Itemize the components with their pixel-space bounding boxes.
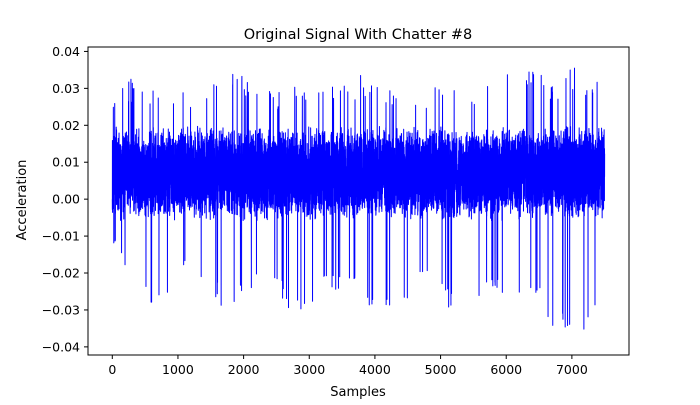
x-tick-label: 3000 xyxy=(293,362,325,377)
y-tick-label: 0.01 xyxy=(52,155,80,170)
y-tick-label: −0.03 xyxy=(42,302,80,317)
y-tick-label: −0.02 xyxy=(42,266,80,281)
x-tick-label: 0 xyxy=(108,362,116,377)
x-tick-label: 7000 xyxy=(556,362,588,377)
y-tick-label: 0.02 xyxy=(52,118,80,133)
signal-line-series-0 xyxy=(111,67,606,330)
y-tick-label: −0.01 xyxy=(42,229,80,244)
x-tick-label: 6000 xyxy=(490,362,522,377)
y-tick-label: −0.04 xyxy=(42,339,80,354)
y-tick-label: 0.04 xyxy=(52,44,80,59)
chart-title: Original Signal With Chatter #8 xyxy=(244,27,472,43)
plot-area xyxy=(111,67,606,330)
axes-frame xyxy=(87,46,630,356)
x-tick-label: 5000 xyxy=(425,362,457,377)
x-axis-label: Samples xyxy=(330,385,386,400)
y-tick-label: 0.03 xyxy=(52,81,80,96)
y-axis-label: Acceleration xyxy=(15,160,30,241)
y-tick-label: 0.00 xyxy=(52,192,80,207)
x-tick-label: 1000 xyxy=(162,362,194,377)
x-tick-label: 2000 xyxy=(228,362,260,377)
x-tick-label: 4000 xyxy=(359,362,391,377)
axes: 0 1000 2000 3000 4000 5000 6000 7000 −0.04 −0.03 −… xyxy=(42,44,630,377)
